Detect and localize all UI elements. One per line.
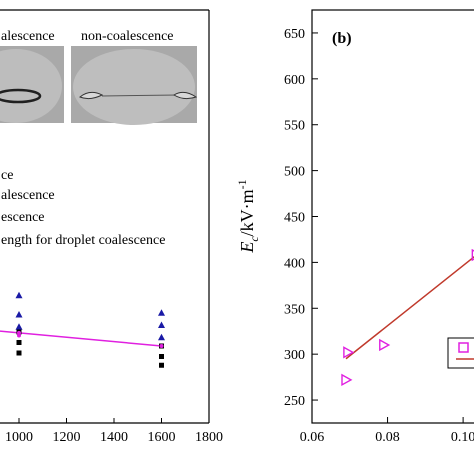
panel-a-x-ticks: 1000 1200 1400 1600 1800: [5, 418, 223, 445]
triangle-point: [158, 321, 165, 328]
triangle-right-point: [379, 338, 391, 352]
panel-b-fit-line: [345, 255, 474, 360]
panel-a-fit-line: [0, 330, 162, 347]
square-point: [16, 350, 22, 356]
inset-drop-right: [173, 91, 198, 100]
panel-a-x-tick-label: 1400: [100, 430, 128, 445]
star-point: [159, 344, 164, 348]
panel-b-ticks: 250 300 350 400 450 500 550 600 650 0.06 0.08 0.10: [284, 27, 474, 445]
panel-b-x-tick-label: 0.08: [375, 430, 400, 445]
panel-b-x-tick-label: 0.10: [451, 430, 474, 445]
panel-a: alescence non-coalescence ce alescence e…: [0, 9, 223, 445]
inset-drop-area: [0, 49, 62, 123]
ylabel-exponent: -1: [235, 179, 249, 189]
triangle-point: [15, 311, 23, 318]
panel-a-marks: [0, 291, 165, 368]
legend-marker-square: [458, 342, 469, 353]
legend-item-2: alescence: [1, 188, 55, 203]
panel-a-x-tick-label: 1600: [148, 430, 176, 445]
panel-a-x-tick-label: 1800: [195, 430, 223, 445]
panel-b-y-axis-title: Ec/kV·m-1: [235, 179, 261, 253]
inset-drop-shape: [0, 88, 42, 104]
panel-b-y-tick-label: 400: [284, 256, 305, 271]
panel-b-y-tick-label: 300: [284, 348, 305, 363]
panel-a-x-tick-label: 1000: [5, 430, 33, 445]
panel-b: (b) Ec/kV·m-1 250 300 350 400 450 500 550 600 65…: [235, 9, 474, 445]
panel-b-y-tick-label: 450: [284, 211, 305, 226]
triangle-point: [158, 309, 165, 316]
ylabel-subscript: c: [247, 236, 261, 242]
inset-drop-left: [79, 91, 104, 100]
square-point: [159, 354, 164, 359]
triangle-right-point: [471, 248, 474, 262]
panel-b-y-tick-label: 550: [284, 119, 305, 134]
panel-b-y-tick-label: 500: [284, 165, 305, 180]
inset-drop-area: [73, 49, 195, 125]
panel-b-y-tick-label: 600: [284, 73, 305, 88]
legend-item-1: ce: [1, 168, 13, 183]
panel-b-y-tick-label: 650: [284, 27, 305, 42]
triangle-right-point: [341, 373, 353, 387]
inset-label-coalescence: alescence: [1, 29, 55, 44]
inset-thread: [101, 94, 179, 97]
legend-item-4: ength for droplet coalescence: [1, 233, 165, 248]
panel-b-marks: [341, 248, 474, 387]
inset-label-non-coalescence: non-coalescence: [81, 29, 174, 44]
panel-b-label: (b): [332, 30, 352, 47]
square-point: [16, 340, 22, 345]
panel-a-x-tick-label: 1200: [53, 430, 81, 445]
ylabel-unit: /kV·m: [237, 189, 257, 236]
triangle-point: [15, 323, 23, 330]
legend-item-3: escence: [1, 210, 45, 225]
panel-b-x-tick-label: 0.06: [300, 430, 325, 445]
panel-b-y-tick-label: 250: [284, 394, 305, 409]
triangle-point: [158, 333, 165, 341]
triangle-right-point: [343, 346, 355, 359]
star-point: [17, 333, 21, 338]
square-point: [159, 362, 164, 368]
panel-b-y-tick-label: 350: [284, 302, 305, 317]
triangle-point: [15, 291, 23, 299]
ylabel-symbol: E: [237, 242, 257, 254]
